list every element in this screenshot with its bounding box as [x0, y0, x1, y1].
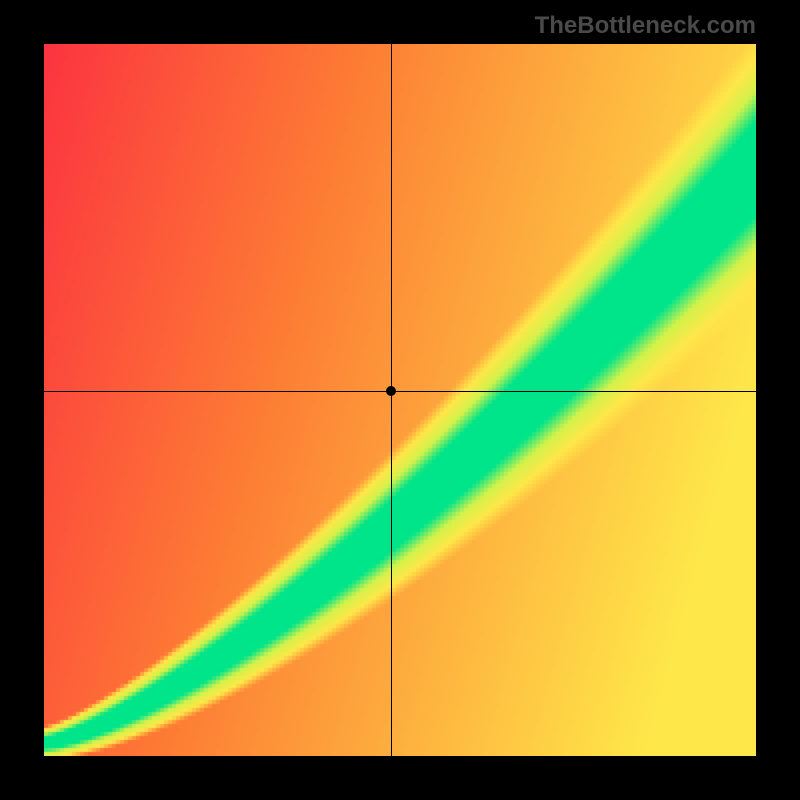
- watermark-text: TheBottleneck.com: [535, 12, 756, 40]
- crosshair-vertical: [391, 44, 392, 756]
- crosshair-horizontal: [44, 391, 756, 392]
- bottleneck-heatmap: [44, 44, 756, 756]
- chart-container: TheBottleneck.com: [0, 0, 800, 800]
